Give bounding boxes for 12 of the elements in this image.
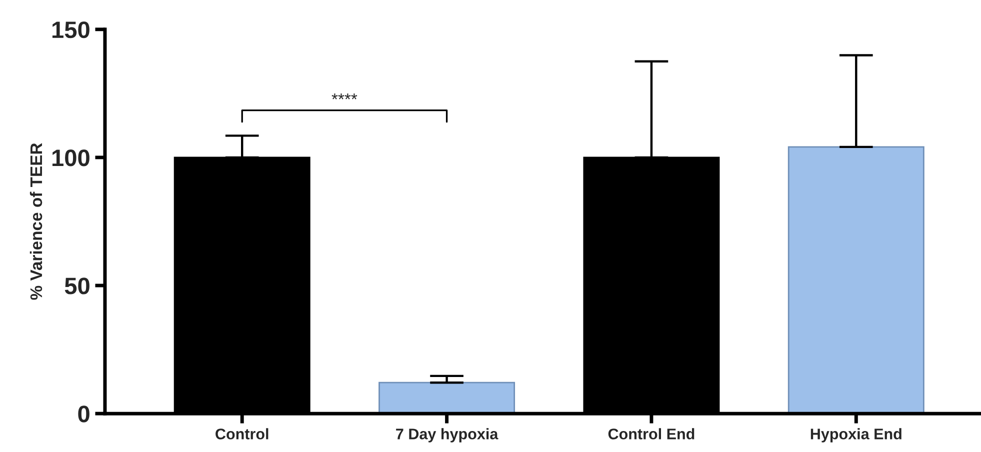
y-tick-label: 150 — [52, 21, 90, 38]
x-tick-label: Control — [216, 428, 268, 440]
y-tick-label: 0 — [78, 406, 90, 422]
bar — [788, 146, 924, 414]
y-tick-label: 50 — [64, 278, 90, 294]
bar — [378, 382, 516, 414]
annotation: **** — [332, 93, 358, 100]
x-tick-label: Control End — [608, 428, 694, 440]
y-tick-label: 100 — [52, 150, 90, 166]
y-axis-title: % Varience of TEER — [30, 143, 42, 300]
x-tick-label: Hypoxia End — [810, 428, 902, 442]
x-tick-label: 7 Day hypoxia — [396, 428, 498, 442]
